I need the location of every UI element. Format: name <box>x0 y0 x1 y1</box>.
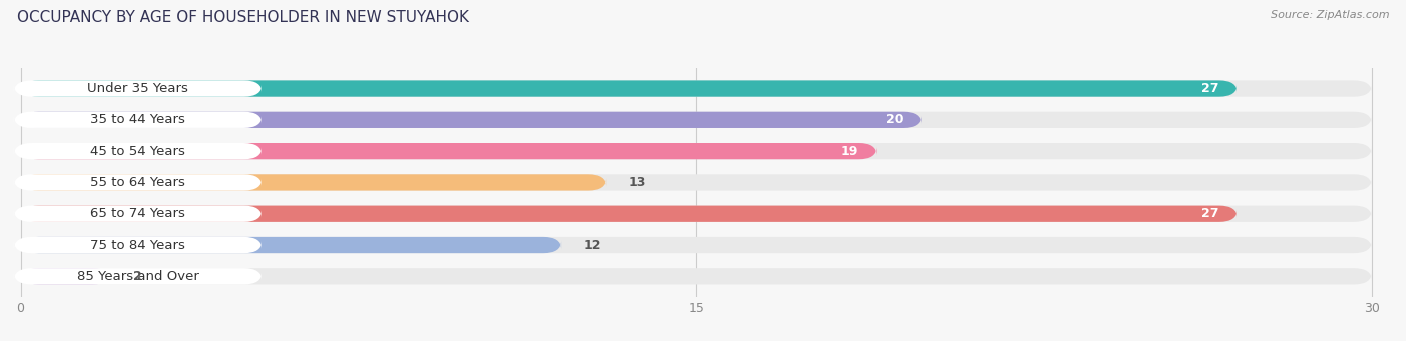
FancyBboxPatch shape <box>14 206 262 222</box>
FancyBboxPatch shape <box>21 112 921 128</box>
Text: 85 Years and Over: 85 Years and Over <box>77 270 198 283</box>
Text: 12: 12 <box>583 239 602 252</box>
Text: 75 to 84 Years: 75 to 84 Years <box>90 239 186 252</box>
Text: Source: ZipAtlas.com: Source: ZipAtlas.com <box>1271 10 1389 20</box>
FancyBboxPatch shape <box>21 143 876 159</box>
FancyBboxPatch shape <box>21 268 1372 284</box>
FancyBboxPatch shape <box>21 174 1372 191</box>
Text: 45 to 54 Years: 45 to 54 Years <box>90 145 186 158</box>
FancyBboxPatch shape <box>21 206 1372 222</box>
FancyBboxPatch shape <box>14 174 262 191</box>
FancyBboxPatch shape <box>14 237 262 253</box>
Text: 2: 2 <box>134 270 142 283</box>
FancyBboxPatch shape <box>21 237 561 253</box>
Text: 13: 13 <box>628 176 645 189</box>
Text: 27: 27 <box>1201 207 1219 220</box>
Text: 55 to 64 Years: 55 to 64 Years <box>90 176 186 189</box>
FancyBboxPatch shape <box>21 206 1237 222</box>
Text: 19: 19 <box>841 145 859 158</box>
Text: OCCUPANCY BY AGE OF HOUSEHOLDER IN NEW STUYAHOK: OCCUPANCY BY AGE OF HOUSEHOLDER IN NEW S… <box>17 10 468 25</box>
FancyBboxPatch shape <box>14 143 262 159</box>
FancyBboxPatch shape <box>14 80 262 97</box>
FancyBboxPatch shape <box>21 143 1372 159</box>
FancyBboxPatch shape <box>14 268 262 284</box>
FancyBboxPatch shape <box>21 237 1372 253</box>
Text: Under 35 Years: Under 35 Years <box>87 82 188 95</box>
FancyBboxPatch shape <box>21 80 1372 97</box>
Text: 20: 20 <box>886 113 904 126</box>
Text: 35 to 44 Years: 35 to 44 Years <box>90 113 186 126</box>
Text: 27: 27 <box>1201 82 1219 95</box>
Text: 65 to 74 Years: 65 to 74 Years <box>90 207 186 220</box>
FancyBboxPatch shape <box>14 112 262 128</box>
FancyBboxPatch shape <box>21 112 1372 128</box>
FancyBboxPatch shape <box>21 80 1237 97</box>
FancyBboxPatch shape <box>21 174 606 191</box>
FancyBboxPatch shape <box>21 268 111 284</box>
